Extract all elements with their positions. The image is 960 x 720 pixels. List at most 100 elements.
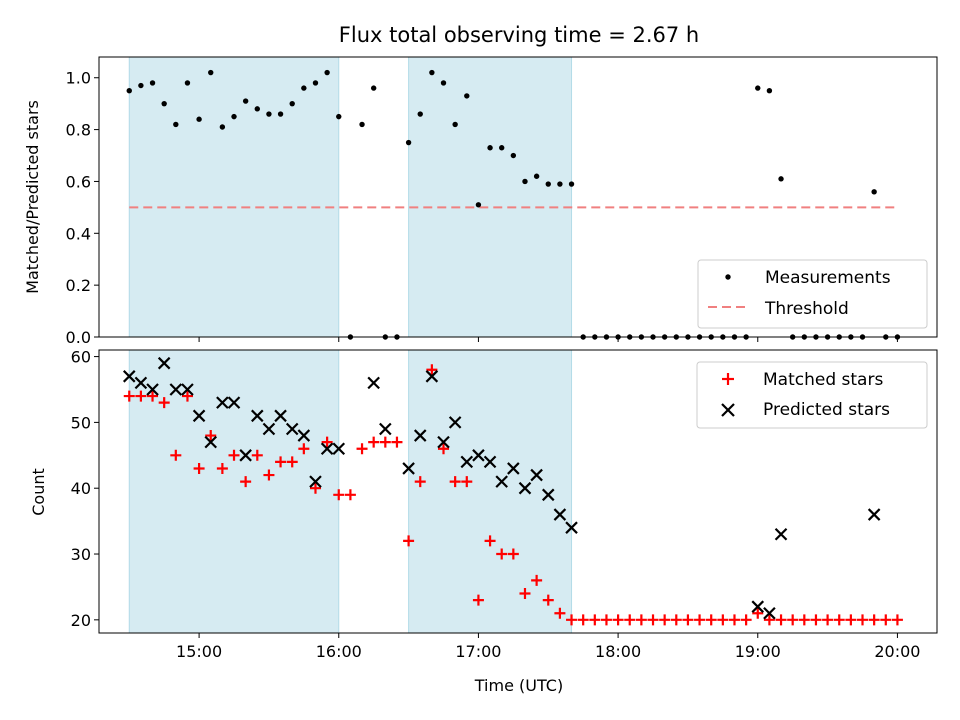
bottom-series-1-point-25 bbox=[448, 416, 462, 429]
bottom-shaded-interval-1 bbox=[408, 349, 573, 634]
bottom-ytick-label-1: 30 bbox=[71, 545, 91, 564]
bottom-series-0-point-30 bbox=[472, 594, 484, 606]
bottom-points bbox=[122, 356, 903, 626]
bottom-series-1-point-17 bbox=[320, 442, 334, 455]
bottom-series-1-point-11 bbox=[251, 409, 264, 423]
top-series-0-point-4 bbox=[173, 121, 179, 128]
bottom-series-0-point-36 bbox=[542, 594, 554, 606]
bottom-series-1-point-26 bbox=[460, 455, 474, 469]
top-ytick-label-3: 0.6 bbox=[66, 172, 91, 191]
bottom-series-0-point-14 bbox=[286, 456, 298, 468]
bottom-panel: 20 30 40 50 60 15:00 16:00 17:00 18:00 19:00 20:00… bbox=[29, 348, 938, 695]
bottom-series-0-point-21 bbox=[368, 436, 380, 448]
bottom-series-1-point-7 bbox=[204, 435, 218, 449]
bottom-series-0-point-25 bbox=[414, 476, 426, 488]
bottom-series-1-point-10 bbox=[239, 449, 252, 462]
top-series-0-point-64 bbox=[871, 189, 877, 195]
legend-threshold-label: Threshold bbox=[764, 299, 849, 319]
top-series-0-point-8 bbox=[219, 124, 226, 130]
bottom-series-0-point-15 bbox=[298, 443, 310, 455]
bottom-series-0-point-41 bbox=[600, 614, 612, 626]
top-series-0-point-30 bbox=[475, 202, 482, 208]
bottom-series-0-point-49 bbox=[694, 614, 706, 626]
top-series-0-point-14 bbox=[289, 100, 295, 107]
bottom-series-0-point-34 bbox=[519, 588, 531, 600]
bottom-series-0-point-40 bbox=[589, 614, 601, 626]
bottom-series-0-point-16 bbox=[309, 482, 321, 494]
bottom-series-0-point-61 bbox=[833, 614, 845, 626]
bottom-ytick-label-2: 40 bbox=[71, 479, 91, 498]
bottom-ticks: 20 30 40 50 60 15:00 16:00 17:00 18:00 19:00 20:00 bbox=[71, 348, 921, 661]
bottom-series-1-point-4 bbox=[169, 383, 183, 396]
top-ticks: 0.0 0.2 0.4 0.6 0.8 1.0 bbox=[66, 69, 898, 347]
top-series-0-point-3 bbox=[161, 100, 167, 107]
x-axis-label: Time (UTC) bbox=[474, 676, 563, 695]
bottom-series-0-point-43 bbox=[624, 614, 636, 626]
bottom-series-1-point-6 bbox=[192, 409, 206, 423]
top-series-0-point-33 bbox=[510, 152, 517, 159]
legend-predicted-label: Predicted stars bbox=[763, 400, 890, 420]
bottom-series-0-point-64 bbox=[868, 614, 880, 626]
bottom-series-0-point-54 bbox=[752, 607, 764, 619]
legend-matched-marker bbox=[722, 373, 734, 385]
bottom-series-1-point-38 bbox=[774, 528, 788, 541]
bottom-series-0-point-48 bbox=[682, 614, 694, 626]
bottom-series-1-point-8 bbox=[216, 396, 229, 409]
top-series-0-point-7 bbox=[208, 69, 214, 76]
bottom-series-1-point-36 bbox=[751, 600, 765, 613]
top-series-0-point-25 bbox=[417, 111, 423, 117]
bottom-series-1-point-27 bbox=[472, 449, 485, 462]
bottom-series-0-point-18 bbox=[333, 489, 345, 501]
bottom-series-0-point-31 bbox=[484, 535, 496, 547]
bottom-series-0-point-3 bbox=[158, 397, 170, 409]
bottom-series-0-point-19 bbox=[344, 489, 356, 501]
bottom-series-1-point-23 bbox=[425, 370, 439, 383]
bottom-series-0-point-0 bbox=[123, 390, 135, 402]
top-series-0-point-5 bbox=[184, 80, 191, 86]
bottom-series-0-point-47 bbox=[670, 614, 682, 626]
top-series-0-point-27 bbox=[440, 80, 447, 86]
top-series-0-point-11 bbox=[254, 106, 260, 112]
top-series-0-point-2 bbox=[149, 80, 156, 86]
bottom-series-0-point-50 bbox=[705, 614, 717, 626]
bottom-series-0-point-12 bbox=[263, 469, 275, 481]
bottom-series-1-point-20 bbox=[379, 422, 392, 436]
bottom-series-0-point-44 bbox=[635, 614, 647, 626]
bottom-series-0-point-53 bbox=[740, 614, 752, 626]
bottom-series-0-point-11 bbox=[251, 449, 263, 461]
top-series-0-point-18 bbox=[336, 113, 342, 120]
top-series-0-point-38 bbox=[568, 181, 575, 187]
bottom-series-0-point-22 bbox=[379, 436, 391, 448]
bottom-series-0-point-7 bbox=[205, 430, 217, 442]
bottom-series-1-point-29 bbox=[495, 475, 508, 488]
xtick-label-1: 16:00 bbox=[316, 642, 362, 661]
bottom-y-axis-label: Count bbox=[29, 468, 48, 516]
bottom-series-1-point-19 bbox=[367, 376, 380, 390]
bottom-series-1-point-1 bbox=[134, 376, 148, 390]
bottom-series-1-point-9 bbox=[227, 396, 241, 409]
bottom-legend-box bbox=[696, 361, 928, 429]
top-series-0-point-13 bbox=[277, 111, 284, 117]
bottom-series-0-point-27 bbox=[438, 443, 450, 455]
bottom-legend: Matched stars Predicted stars bbox=[696, 361, 928, 429]
bottom-series-1-point-30 bbox=[507, 462, 520, 475]
bottom-series-0-point-42 bbox=[612, 614, 624, 626]
bottom-series-0-point-29 bbox=[461, 476, 473, 488]
top-series-0-point-20 bbox=[359, 121, 365, 128]
top-shading bbox=[128, 56, 573, 338]
top-legend: Measurements Threshold bbox=[697, 259, 928, 329]
bottom-series-1-point-22 bbox=[413, 429, 427, 442]
top-series-0-point-35 bbox=[533, 173, 540, 179]
bottom-series-0-point-26 bbox=[426, 364, 438, 376]
top-series-0-point-12 bbox=[266, 111, 272, 117]
top-series-0-point-32 bbox=[499, 145, 505, 151]
legend-predicted-marker bbox=[721, 403, 735, 417]
top-ytick-label-5: 1.0 bbox=[66, 69, 91, 88]
bottom-series-0-point-65 bbox=[880, 614, 892, 626]
top-shaded-interval-0 bbox=[128, 56, 340, 338]
bottom-series-1-point-16 bbox=[309, 475, 322, 488]
bottom-series-1-point-33 bbox=[541, 488, 555, 502]
top-series-0-point-29 bbox=[464, 93, 470, 99]
bottom-series-1-point-31 bbox=[518, 481, 532, 495]
